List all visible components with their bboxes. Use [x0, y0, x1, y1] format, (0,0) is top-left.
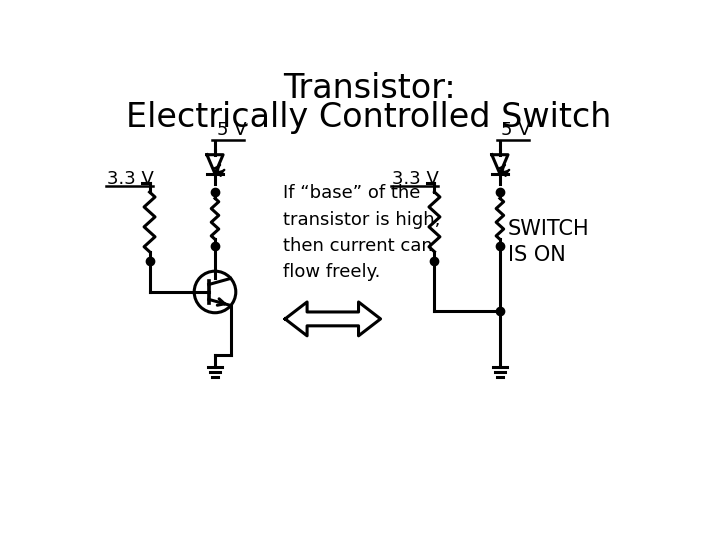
Text: SWITCH
IS ON: SWITCH IS ON: [508, 219, 589, 265]
Text: Electrically Controlled Switch: Electrically Controlled Switch: [126, 101, 612, 134]
Text: Transistor:: Transistor:: [283, 72, 455, 105]
Text: 5 V: 5 V: [501, 122, 531, 139]
Text: 3.3 V: 3.3 V: [392, 170, 439, 188]
Text: If “base” of the
transistor is high,
then current can
flow freely.: If “base” of the transistor is high, the…: [283, 184, 440, 281]
Text: 5 V: 5 V: [217, 122, 246, 139]
Text: 3.3 V: 3.3 V: [107, 170, 154, 188]
